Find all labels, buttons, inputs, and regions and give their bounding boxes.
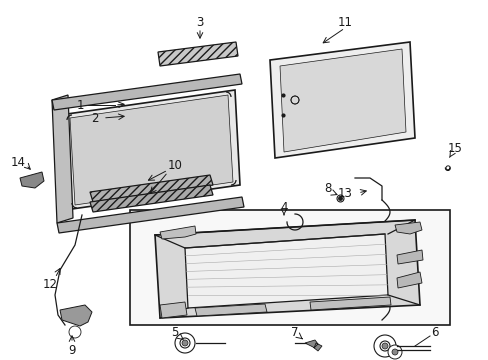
Polygon shape — [60, 305, 92, 326]
Text: 11: 11 — [337, 15, 352, 28]
Text: 5: 5 — [171, 325, 178, 338]
Circle shape — [391, 349, 397, 355]
Text: 2: 2 — [91, 112, 99, 125]
Polygon shape — [305, 340, 321, 351]
Polygon shape — [70, 95, 232, 205]
Polygon shape — [57, 197, 244, 233]
Text: 6: 6 — [430, 325, 438, 338]
Polygon shape — [280, 49, 405, 152]
Polygon shape — [160, 226, 196, 239]
Text: 15: 15 — [447, 141, 462, 154]
Polygon shape — [396, 272, 421, 288]
Circle shape — [175, 333, 195, 353]
Polygon shape — [184, 234, 387, 308]
Polygon shape — [394, 222, 421, 234]
Text: 9: 9 — [68, 343, 76, 356]
Polygon shape — [309, 297, 390, 310]
Polygon shape — [52, 74, 242, 110]
Text: 13: 13 — [337, 186, 352, 199]
Circle shape — [379, 341, 389, 351]
Text: 8: 8 — [324, 181, 331, 194]
Polygon shape — [195, 304, 266, 316]
Polygon shape — [20, 172, 44, 188]
Text: 7: 7 — [291, 325, 298, 338]
Text: 12: 12 — [42, 279, 58, 292]
Text: 3: 3 — [196, 15, 203, 28]
Circle shape — [180, 338, 190, 348]
Polygon shape — [269, 42, 414, 158]
Polygon shape — [396, 250, 422, 264]
Circle shape — [387, 345, 401, 359]
Text: 1: 1 — [76, 99, 83, 112]
Polygon shape — [158, 42, 238, 66]
Circle shape — [373, 335, 395, 357]
Bar — [130, 210, 449, 325]
Text: 4: 4 — [280, 201, 287, 213]
Polygon shape — [60, 90, 240, 210]
Polygon shape — [155, 220, 419, 318]
Text: 10: 10 — [167, 158, 182, 171]
Polygon shape — [90, 175, 213, 202]
Text: 14: 14 — [10, 156, 25, 168]
Polygon shape — [52, 95, 73, 223]
Polygon shape — [90, 185, 213, 212]
Circle shape — [182, 340, 187, 346]
Polygon shape — [160, 302, 186, 318]
Circle shape — [381, 343, 387, 349]
